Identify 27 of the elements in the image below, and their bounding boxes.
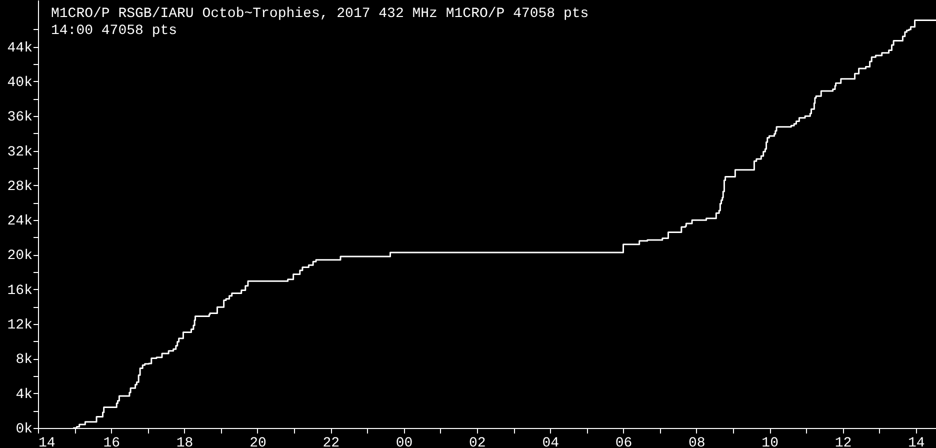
y-tick-label: 20k	[7, 248, 32, 264]
y-tick-label: 24k	[7, 214, 32, 230]
x-tick-label: 14	[908, 436, 925, 448]
text: 14:00 47058 pts	[51, 23, 178, 39]
x-tick-label: 20	[250, 436, 266, 448]
x-tick-label: 04	[542, 436, 560, 448]
x-tick-label: 02	[469, 436, 486, 448]
x-tick-label: 06	[615, 436, 632, 448]
y-tick-label: 16k	[7, 282, 32, 299]
y-tick-label: 32k	[7, 144, 32, 160]
x-tick-label: 00	[396, 436, 413, 448]
x-tick-label: 18	[176, 436, 194, 448]
y-tick-label: 28k	[7, 178, 32, 195]
y-tick-label: 4k	[16, 386, 32, 403]
x-tick-label: 14	[38, 436, 56, 448]
y-tick-label: 40k	[7, 74, 32, 91]
x-tick-label: 16	[103, 436, 120, 448]
x-tick-label: 22	[322, 436, 340, 448]
y-tick-label: 8k	[16, 352, 32, 368]
x-tick-label: 10	[762, 436, 778, 448]
y-tick-label: 0k	[16, 422, 32, 438]
y-tick-label: 36k	[7, 110, 32, 126]
y-tick-label: 12k	[7, 318, 32, 334]
x-tick-label: 12	[834, 436, 852, 448]
y-tick-label: 44k	[7, 40, 32, 56]
chart-title: M1CRO/P RSGB/IARU Octob~Trophies, 2017 432 MHz M1CRO/P 47058 pts	[51, 6, 589, 22]
x-tick-label: 08	[688, 436, 706, 448]
